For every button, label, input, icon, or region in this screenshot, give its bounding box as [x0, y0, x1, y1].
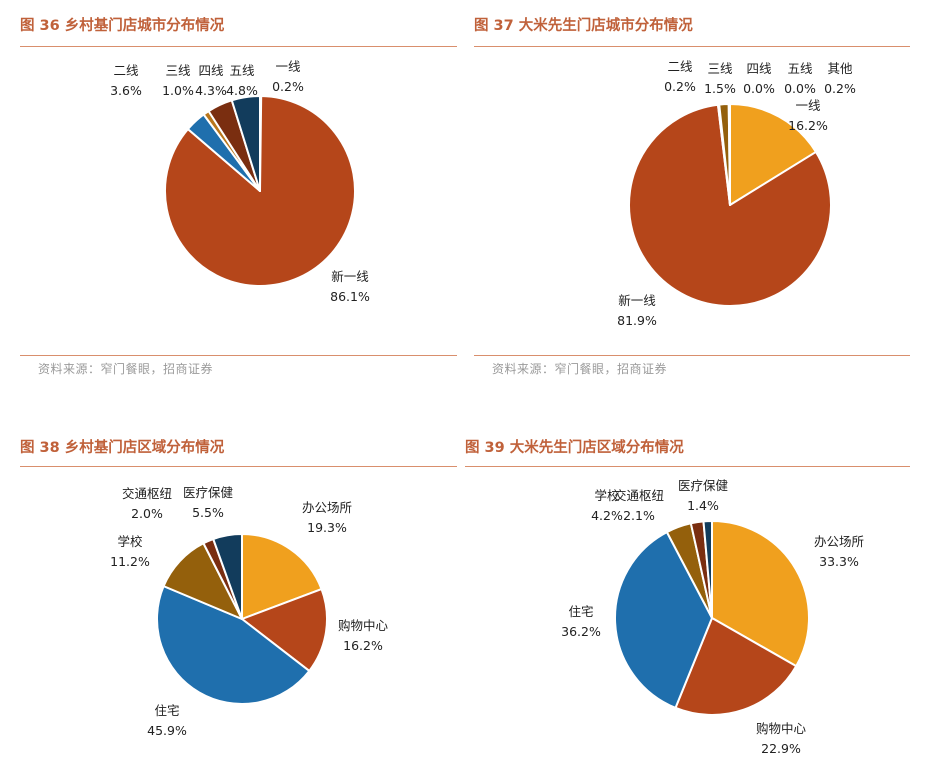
figure-36-title: 图 36 乡村基门店城市分布情况	[20, 18, 225, 34]
slice-label: 交通枢纽	[614, 488, 664, 503]
slice-label: 三线	[165, 63, 191, 78]
pie-slice-办公场所	[711, 520, 810, 668]
slice-value-label: 45.9%	[147, 723, 187, 738]
slice-label: 四线	[198, 63, 224, 78]
slice-label: 二线	[113, 63, 139, 78]
slice-value-label: 16.2%	[788, 118, 828, 133]
slice-label: 四线	[746, 61, 772, 76]
slice-value-label: 4.3%	[195, 83, 227, 98]
pie-slice-五线	[230, 95, 261, 192]
figure-37-title: 图 37 大米先生门店城市分布情况	[474, 18, 693, 34]
pie-slice-医疗保健	[702, 520, 713, 619]
slice-value-label: 2.1%	[623, 508, 655, 523]
pie-slice-购物中心	[241, 588, 328, 672]
figure-39-pie-chart: 办公场所 33.3% 购物中心 22.9% 住宅 36.2% 学校 4.2% 交通枢纽 2.1% 医…	[561, 478, 864, 756]
slice-label: 一线	[795, 98, 821, 113]
slice-label: 五线	[229, 63, 255, 78]
slice-value-label: 4.8%	[226, 83, 258, 98]
slice-value-label: 4.2%	[591, 508, 623, 523]
slice-value-label: 86.1%	[330, 289, 370, 304]
slice-label: 办公场所	[814, 534, 864, 549]
pie-slice-办公场所	[241, 533, 323, 620]
figure-39-title: 图 39 大米先生门店区域分布情况	[465, 440, 684, 456]
slice-value-label: 1.5%	[704, 81, 736, 96]
slice-label: 购物中心	[338, 618, 389, 633]
pie-slice-一线	[729, 103, 817, 206]
pie-slice-购物中心	[674, 617, 798, 716]
figure-39-top-rule	[465, 466, 910, 467]
slice-value-label: 0.2%	[664, 79, 696, 94]
slice-value-label: 3.6%	[110, 83, 142, 98]
slice-value-label: 0.0%	[784, 81, 816, 96]
slice-label: 三线	[707, 61, 733, 76]
figure-38-pie-chart: 办公场所 19.3% 购物中心 16.2% 住宅 45.9% 学校 11.2% 交通枢纽 2.0%…	[110, 485, 389, 738]
slice-label: 学校	[117, 534, 143, 549]
slice-label: 医疗保健	[183, 485, 234, 500]
slice-label: 新一线	[331, 269, 369, 284]
slice-value-label: 1.0%	[162, 83, 194, 98]
slice-value-label: 0.2%	[272, 79, 304, 94]
figure-36-top-rule	[20, 46, 457, 47]
pie-slice-其他	[727, 103, 731, 206]
slice-value-label: 11.2%	[110, 554, 150, 569]
slice-label: 交通枢纽	[122, 486, 172, 501]
slice-value-label: 16.2%	[343, 638, 383, 653]
pie-slice-住宅	[156, 585, 311, 705]
slice-label: 办公场所	[302, 500, 352, 515]
figure-38-title: 图 38 乡村基门店区域分布情况	[20, 440, 225, 456]
slice-label: 医疗保健	[678, 478, 729, 493]
slice-label: 一线	[275, 59, 301, 74]
figure-37-bottom-rule	[474, 355, 910, 356]
slice-label: 二线	[667, 59, 693, 74]
slice-label: 学校	[594, 488, 620, 503]
slice-label: 五线	[787, 61, 813, 76]
slice-value-label: 2.0%	[131, 506, 163, 521]
slice-value-label: 5.5%	[192, 505, 224, 520]
slice-label: 住宅	[154, 703, 179, 718]
slice-value-label: 1.4%	[687, 498, 719, 513]
slice-value-label: 33.3%	[819, 554, 859, 569]
slice-value-label: 0.0%	[743, 81, 775, 96]
slice-label: 其他	[827, 61, 853, 76]
slice-value-label: 0.2%	[824, 81, 856, 96]
slice-value-label: 22.9%	[761, 741, 801, 756]
slice-label: 新一线	[618, 293, 656, 308]
figure-36-bottom-rule	[20, 355, 457, 356]
figure-37-pie-chart: 一线 16.2% 新一线 81.9% 二线 0.2% 三线 1.5% 四线 0.0% 五线 0.0% 其…	[617, 59, 856, 328]
slice-value-label: 81.9%	[617, 313, 657, 328]
pie-slice-医疗保健	[212, 533, 243, 620]
slice-value-label: 36.2%	[561, 624, 601, 639]
figure-37-top-rule	[474, 46, 910, 47]
pie-slice-住宅	[614, 531, 713, 709]
figure-36-source: 资料来源：窄门餐眼，招商证券	[38, 362, 214, 376]
figure-36-pie-chart: 一线 0.2% 新一线 86.1% 二线 3.6% 三线 1.0% 四线 4.3%五线 4.8%	[110, 59, 370, 304]
slice-label: 住宅	[568, 604, 593, 619]
figure-38-top-rule	[20, 466, 457, 467]
slice-value-label: 19.3%	[307, 520, 347, 535]
figure-37-source: 资料来源：窄门餐眼，招商证券	[492, 362, 668, 376]
slice-label: 购物中心	[756, 721, 807, 736]
